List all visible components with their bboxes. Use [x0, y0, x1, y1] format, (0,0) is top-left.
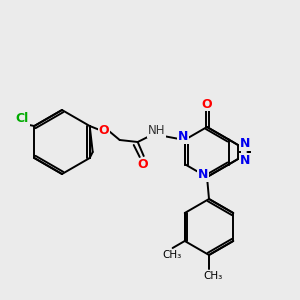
- Text: Cl: Cl: [16, 112, 29, 125]
- Text: O: O: [137, 158, 148, 172]
- Text: O: O: [98, 124, 109, 136]
- Text: NH: NH: [148, 124, 166, 137]
- Text: CH₃: CH₃: [162, 250, 181, 260]
- Text: CH₃: CH₃: [203, 271, 223, 281]
- Text: N: N: [240, 154, 250, 167]
- Text: N: N: [178, 130, 188, 143]
- Text: N: N: [198, 169, 208, 182]
- Text: O: O: [202, 98, 212, 110]
- Text: N: N: [240, 137, 250, 150]
